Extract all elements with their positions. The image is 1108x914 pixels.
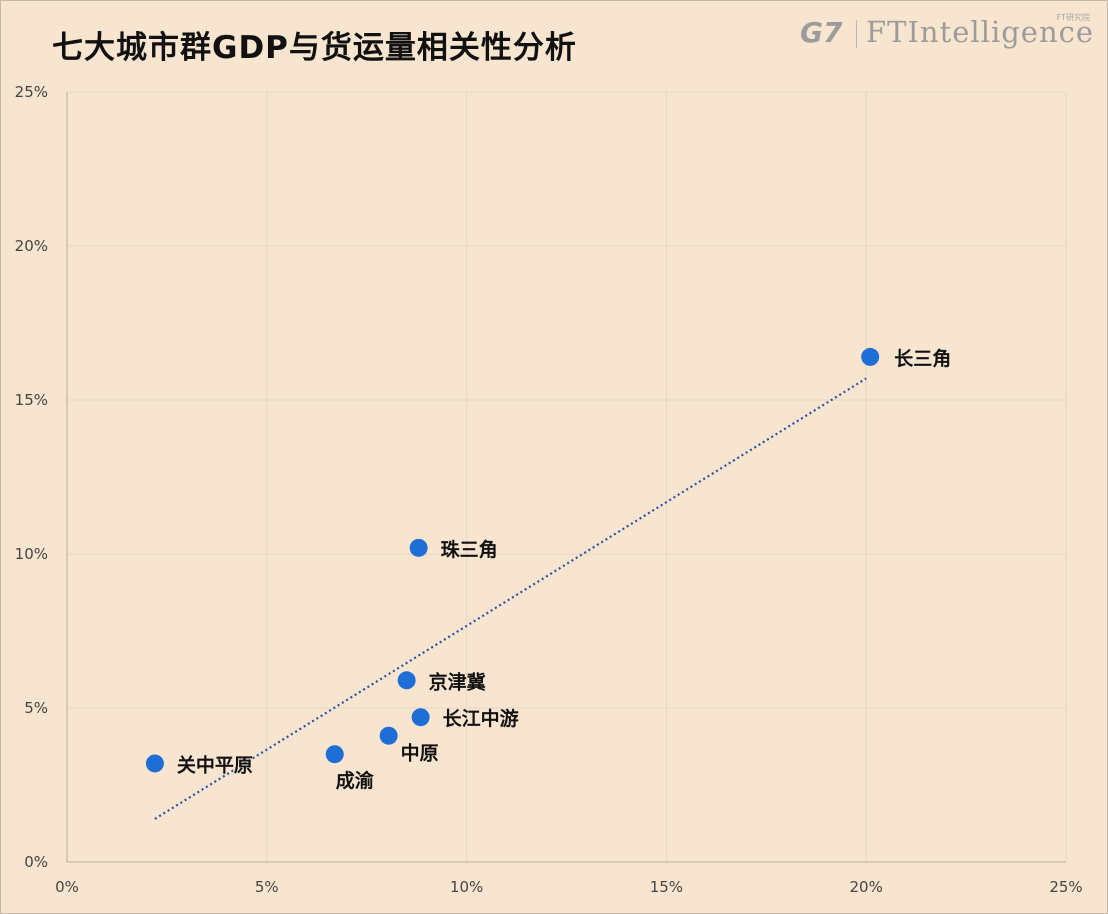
scatter-point [379,726,398,745]
x-tick-label: 15% [650,878,683,896]
scatter-point [861,347,880,366]
point-label: 关中平原 [177,753,253,776]
x-tick-label: 25% [1049,878,1082,896]
y-tick-label: 5% [24,699,48,717]
brand-cn-text: FT研究院 [1056,13,1090,22]
scatter-point [325,745,344,764]
point-label: 珠三角 [441,538,498,561]
y-tick-label: 15% [15,391,48,409]
point-label: 长三角 [894,347,951,370]
scatter-point [411,708,430,727]
point-label: 长江中游 [443,707,519,730]
scatter-point [145,754,164,773]
brand-ft-text: FTIntelligence [866,15,1095,49]
x-tick-label: 20% [850,878,883,896]
brand-logo: G7 FTIntelligence FT研究院 [800,12,1093,56]
point-label: 中原 [401,742,439,765]
y-tick-label: 20% [15,237,48,255]
brand-separator [856,20,857,48]
y-tick-label: 10% [15,545,48,563]
x-tick-label: 10% [450,878,483,896]
point-label: 京津冀 [429,670,486,693]
chart-title: 七大城市群GDP与货运量相关性分析 [52,30,577,66]
scatter-point [397,671,416,690]
scatter-point [409,538,428,557]
x-tick-label: 5% [255,878,279,896]
y-tick-label: 0% [24,853,48,871]
y-tick-label: 25% [15,83,48,101]
x-tick-label: 0% [55,878,79,896]
point-label: 成渝 [336,769,375,792]
trendline [154,377,867,820]
brand-g7-text: G7 [800,16,843,49]
